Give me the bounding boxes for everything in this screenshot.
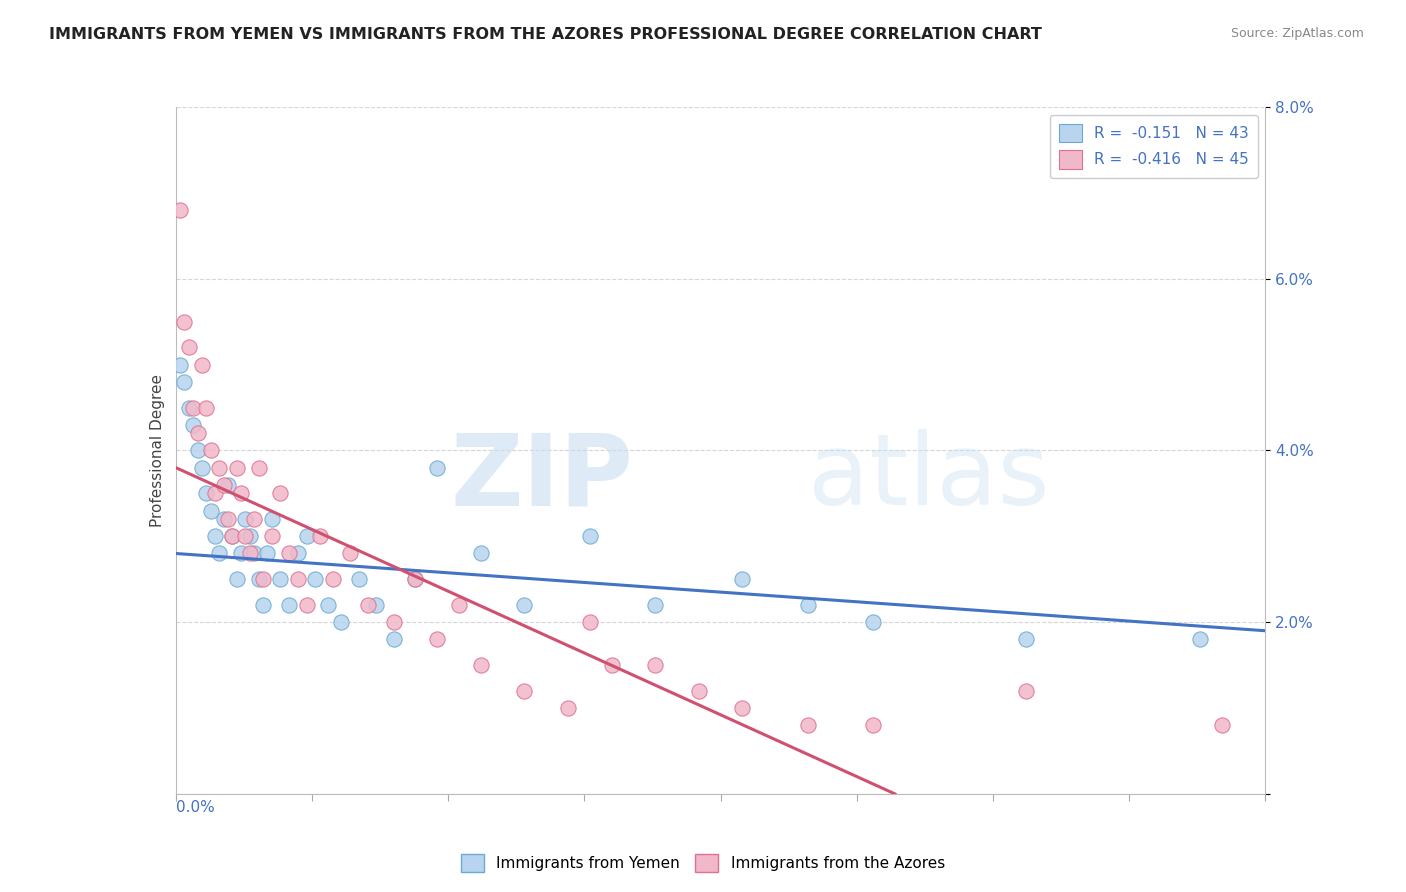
- Point: [247, 572, 270, 586]
- Point: [191, 460, 214, 475]
- Point: [225, 572, 247, 586]
- Text: ZIP: ZIP: [450, 429, 633, 526]
- Point: [212, 512, 235, 526]
- Point: [304, 572, 326, 586]
- Point: [252, 598, 274, 612]
- Point: [513, 598, 536, 612]
- Point: [308, 529, 330, 543]
- Point: [177, 401, 200, 415]
- Point: [217, 512, 239, 526]
- Point: [217, 478, 239, 492]
- Point: [644, 598, 666, 612]
- Point: [339, 546, 361, 561]
- Point: [862, 615, 884, 630]
- Point: [579, 615, 602, 630]
- Point: [1015, 632, 1038, 647]
- Point: [181, 401, 204, 415]
- Point: [796, 718, 818, 732]
- Point: [287, 546, 309, 561]
- Point: [173, 315, 195, 329]
- Point: [513, 683, 536, 698]
- Point: [231, 486, 253, 500]
- Point: [356, 598, 378, 612]
- Point: [243, 512, 266, 526]
- Point: [447, 598, 470, 612]
- Point: [405, 572, 427, 586]
- Point: [426, 460, 449, 475]
- Point: [186, 443, 209, 458]
- Point: [239, 529, 262, 543]
- Point: [212, 478, 235, 492]
- Point: [731, 572, 754, 586]
- Point: [295, 598, 318, 612]
- Point: [269, 572, 291, 586]
- Point: [269, 486, 291, 500]
- Point: [557, 701, 579, 715]
- Point: [1189, 632, 1212, 647]
- Point: [225, 460, 247, 475]
- Point: [426, 632, 449, 647]
- Point: [295, 529, 318, 543]
- Point: [235, 512, 257, 526]
- Point: [243, 546, 266, 561]
- Point: [256, 546, 278, 561]
- Point: [221, 529, 243, 543]
- Point: [862, 718, 884, 732]
- Point: [169, 202, 191, 217]
- Point: [195, 401, 218, 415]
- Point: [200, 503, 222, 517]
- Point: [579, 529, 602, 543]
- Point: [644, 658, 666, 673]
- Point: [208, 460, 231, 475]
- Point: [260, 512, 283, 526]
- Text: 0.0%: 0.0%: [176, 800, 215, 815]
- Point: [173, 375, 195, 389]
- Point: [382, 632, 405, 647]
- Point: [731, 701, 754, 715]
- Point: [347, 572, 370, 586]
- Point: [177, 341, 200, 355]
- Point: [195, 486, 218, 500]
- Point: [247, 460, 270, 475]
- Point: [470, 658, 492, 673]
- Legend: R =  -0.151   N = 43, R =  -0.416   N = 45: R = -0.151 N = 43, R = -0.416 N = 45: [1049, 115, 1258, 178]
- Point: [278, 598, 301, 612]
- Point: [405, 572, 427, 586]
- Point: [186, 426, 209, 441]
- Point: [204, 529, 226, 543]
- Text: atlas: atlas: [807, 429, 1049, 526]
- Point: [322, 572, 344, 586]
- Point: [366, 598, 388, 612]
- Point: [239, 546, 262, 561]
- Point: [688, 683, 710, 698]
- Point: [1015, 683, 1038, 698]
- Point: [204, 486, 226, 500]
- Point: [287, 572, 309, 586]
- Y-axis label: Professional Degree: Professional Degree: [149, 374, 165, 527]
- Legend: Immigrants from Yemen, Immigrants from the Azores: Immigrants from Yemen, Immigrants from t…: [454, 846, 952, 880]
- Point: [231, 546, 253, 561]
- Point: [252, 572, 274, 586]
- Point: [200, 443, 222, 458]
- Point: [208, 546, 231, 561]
- Point: [470, 546, 492, 561]
- Point: [191, 358, 214, 372]
- Point: [382, 615, 405, 630]
- Point: [221, 529, 243, 543]
- Point: [318, 598, 340, 612]
- Point: [796, 598, 818, 612]
- Point: [1211, 718, 1233, 732]
- Text: Source: ZipAtlas.com: Source: ZipAtlas.com: [1230, 27, 1364, 40]
- Point: [235, 529, 257, 543]
- Point: [169, 358, 191, 372]
- Point: [600, 658, 623, 673]
- Point: [181, 417, 204, 432]
- Point: [278, 546, 301, 561]
- Point: [260, 529, 283, 543]
- Text: IMMIGRANTS FROM YEMEN VS IMMIGRANTS FROM THE AZORES PROFESSIONAL DEGREE CORRELAT: IMMIGRANTS FROM YEMEN VS IMMIGRANTS FROM…: [49, 27, 1042, 42]
- Point: [330, 615, 353, 630]
